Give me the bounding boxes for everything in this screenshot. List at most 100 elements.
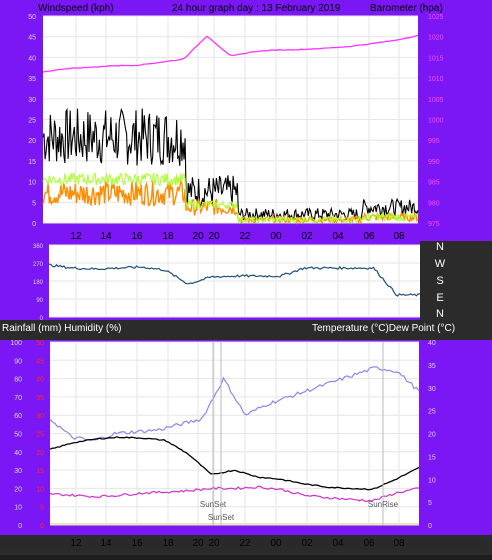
- wind-tick-label: 10: [28, 180, 36, 187]
- direction-labels-bg: [420, 241, 492, 321]
- direction-tick-label: 360: [33, 244, 44, 250]
- series-temperature-line: [49, 436, 420, 491]
- x-tick-label: 20: [208, 538, 220, 549]
- direction-tick-label: 0: [40, 316, 44, 322]
- x-tick-label: 12: [70, 538, 82, 549]
- baro-tick-label: 1005: [428, 97, 444, 104]
- x-tick-label: 14: [100, 231, 112, 242]
- temp-tick-label: 20: [428, 432, 436, 439]
- series-wind-line: [42, 179, 419, 225]
- direction-grid: [49, 244, 420, 318]
- temp-dew-axis-title: Temperature (°C)Dew Point (°C): [312, 323, 455, 334]
- compass-label: N: [436, 308, 444, 320]
- wind-tick-label: 35: [28, 76, 36, 83]
- temp-tick-label: 5: [428, 500, 432, 507]
- temp-tick-label: 15: [428, 454, 436, 461]
- baro-tick-label: 995: [428, 138, 440, 145]
- tick-labels: 0510152025303540455097598098599099510001…: [10, 14, 445, 549]
- x-tick-label: 18: [162, 538, 174, 549]
- series-avg-line: [42, 172, 419, 225]
- x-tick-label: 22: [239, 231, 251, 242]
- temp-tick-label: 30: [428, 386, 436, 393]
- rain-tick-label: 5: [40, 505, 44, 512]
- humidity-tick-label: 60: [14, 413, 22, 420]
- x-tick-label: 04: [332, 231, 344, 242]
- series-humidity-line: [49, 366, 420, 441]
- series-layer: SunSet SunSet SunRise: [42, 34, 421, 525]
- baro-tick-label: 990: [428, 159, 440, 166]
- humidity-tick-label: 100: [10, 340, 22, 347]
- wind-tick-label: 50: [28, 14, 36, 21]
- wind-tick-label: 30: [28, 97, 36, 104]
- compass-label: N: [436, 241, 444, 253]
- baro-tick-label: 1025: [428, 14, 444, 21]
- wind-tick-label: 25: [28, 118, 36, 125]
- x-tick-label: 08: [393, 231, 405, 242]
- temp-tick-label: 35: [428, 363, 436, 370]
- rain-tick-label: 15: [36, 468, 44, 475]
- baro-tick-label: 1015: [428, 55, 444, 62]
- scrollbar[interactable]: [0, 541, 486, 550]
- humidity-tick-label: 90: [14, 358, 22, 365]
- wind-tick-label: 40: [28, 55, 36, 62]
- compass-label: S: [436, 275, 443, 287]
- series-direction-line: [48, 263, 421, 297]
- humidity-tick-label: 70: [14, 395, 22, 402]
- baro-tick-label: 1000: [428, 118, 444, 125]
- x-tick-label: 20: [192, 538, 204, 549]
- rain-tick-label: 10: [36, 486, 44, 493]
- rain-tick-label: 35: [36, 395, 44, 402]
- x-tick-label: 20: [208, 231, 220, 242]
- x-tick-label: 04: [332, 538, 344, 549]
- wind-tick-label: 15: [28, 159, 36, 166]
- humidity-tick-label: 10: [14, 505, 22, 512]
- sun-annotation: SunSet: [208, 513, 235, 522]
- wind-grid: [43, 15, 418, 224]
- chart-title: 24 hour graph day : 13 February 2019: [172, 3, 341, 14]
- x-tick-label: 08: [393, 538, 405, 549]
- humidity-tick-label: 20: [14, 486, 22, 493]
- humidity-tick-label: 0: [18, 523, 22, 530]
- wind-tick-label: 5: [32, 200, 36, 207]
- rain-tick-label: 25: [36, 432, 44, 439]
- direction-tick-label: 90: [36, 298, 43, 304]
- x-tick-label: 00: [270, 538, 282, 549]
- rain-tick-label: 40: [36, 377, 44, 384]
- sun-annotation: SunSet: [200, 500, 227, 509]
- humidity-tick-label: 40: [14, 450, 22, 457]
- wind-tick-label: 20: [28, 138, 36, 145]
- barometer-axis-title: Barometer (hpa): [370, 3, 443, 14]
- direction-tick-label: 180: [33, 280, 44, 286]
- rain-humidity-axis-title: Rainfall (mm) Humidity (%): [2, 323, 121, 334]
- humidity-tick-label: 80: [14, 377, 22, 384]
- rain-tick-label: 50: [36, 340, 44, 347]
- wind-axis-title: Windspeed (kph): [38, 3, 114, 14]
- baro-tick-label: 1010: [428, 76, 444, 83]
- wind-tick-label: 0: [32, 221, 36, 228]
- x-tick-label: 12: [70, 231, 82, 242]
- baro-tick-label: 975: [428, 221, 440, 228]
- x-tick-label: 16: [131, 231, 143, 242]
- x-tick-label: 02: [301, 538, 313, 549]
- temp-tick-label: 0: [428, 523, 432, 530]
- compass-label: W: [435, 258, 446, 270]
- x-tick-label: 06: [363, 538, 375, 549]
- rain-tick-label: 45: [36, 358, 44, 365]
- x-tick-label: 14: [100, 538, 112, 549]
- temp-tick-label: 10: [428, 477, 436, 484]
- series-barometer-line: [42, 34, 419, 73]
- compass-label: E: [436, 292, 443, 304]
- baro-tick-label: 980: [428, 200, 440, 207]
- rain-tick-label: 20: [36, 450, 44, 457]
- x-tick-label: 18: [162, 231, 174, 242]
- wind-tick-label: 45: [28, 35, 36, 42]
- x-tick-label: 06: [363, 231, 375, 242]
- rain-tick-label: 30: [36, 413, 44, 420]
- humidity-tick-label: 30: [14, 468, 22, 475]
- x-tick-label: 20: [192, 231, 204, 242]
- rain-tick-label: 0: [40, 523, 44, 530]
- temp-tick-label: 25: [428, 409, 436, 416]
- x-tick-label: 02: [301, 231, 313, 242]
